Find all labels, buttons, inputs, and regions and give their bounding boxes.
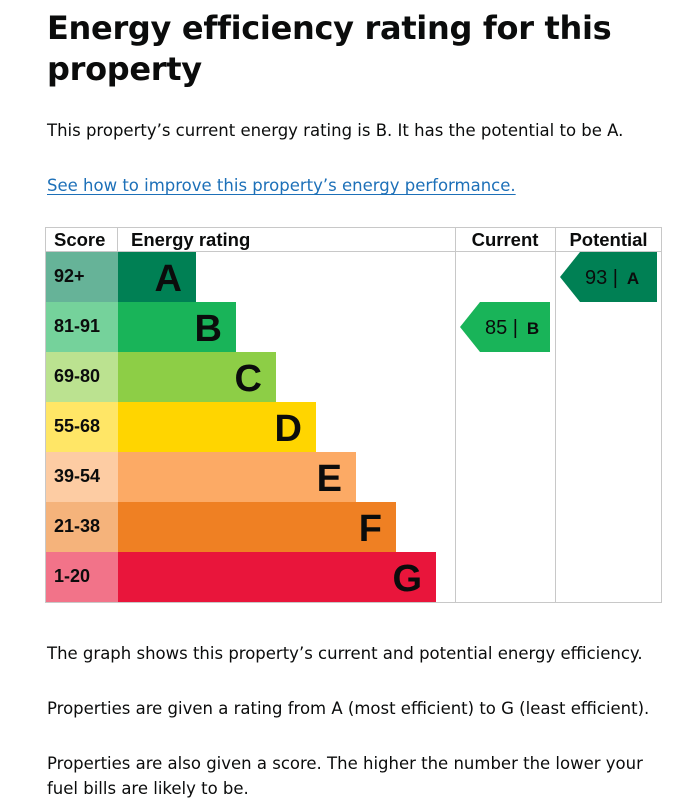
potential-rating-arrow (560, 252, 657, 302)
score-label-d: 55-68 (54, 416, 100, 436)
score-cell-e (46, 452, 118, 502)
rating-letter-a: A (155, 258, 182, 300)
header-score: Score (54, 229, 105, 250)
header-energy-rating: Energy rating (131, 229, 250, 250)
rating-bar-c (118, 352, 276, 402)
rating-letter-d: D (275, 408, 302, 450)
intro-text: This property’s current energy rating is… (47, 121, 624, 140)
current-rating-arrow (460, 302, 550, 352)
rating-bar-d (118, 402, 316, 452)
rating-bar-e (118, 452, 356, 502)
score-label-f: 21-38 (54, 516, 100, 536)
note-graph: The graph shows this property’s current … (47, 644, 643, 663)
chart-frame (45, 227, 662, 603)
note-rating-range: Properties are given a rating from A (mo… (47, 699, 650, 718)
potential-rating-letter-label: A (627, 269, 639, 288)
score-cell-b (46, 302, 118, 352)
score-label-g: 1-20 (54, 566, 90, 586)
rating-letter-e: E (317, 458, 342, 500)
rating-bar-g (118, 552, 436, 602)
header-potential: Potential (569, 229, 647, 250)
rating-bar-b (118, 302, 236, 352)
rating-bar-a (118, 252, 196, 302)
rating-letter-g: G (392, 558, 422, 600)
header-current: Current (472, 229, 539, 250)
score-cell-d (46, 402, 118, 452)
rating-letter-b: B (195, 308, 222, 350)
score-cell-c (46, 352, 118, 402)
note-score: Properties are also given a score. The h… (47, 754, 643, 798)
current-rating-score-label: 85 | (485, 317, 518, 339)
rating-bar-f (118, 502, 396, 552)
rating-letter-c: C (235, 358, 262, 400)
rating-letter-f: F (359, 508, 382, 550)
score-label-b: 81-91 (54, 316, 100, 336)
score-cell-g (46, 552, 118, 602)
score-cell-f (46, 502, 118, 552)
current-rating-letter-label: B (527, 319, 539, 338)
energy-rating-chart: Score Energy rating Current Potential 92+ A 81… (45, 227, 662, 603)
improve-performance-link[interactable]: See how to improve this property’s energ… (47, 176, 516, 195)
score-cell-a (46, 252, 118, 302)
score-label-a: 92+ (54, 266, 85, 286)
score-label-c: 69-80 (54, 366, 100, 386)
page-title: Energy efficiency rating for this proper… (47, 9, 612, 88)
score-label-e: 39-54 (54, 466, 100, 486)
potential-rating-score-label: 93 | (585, 267, 618, 289)
